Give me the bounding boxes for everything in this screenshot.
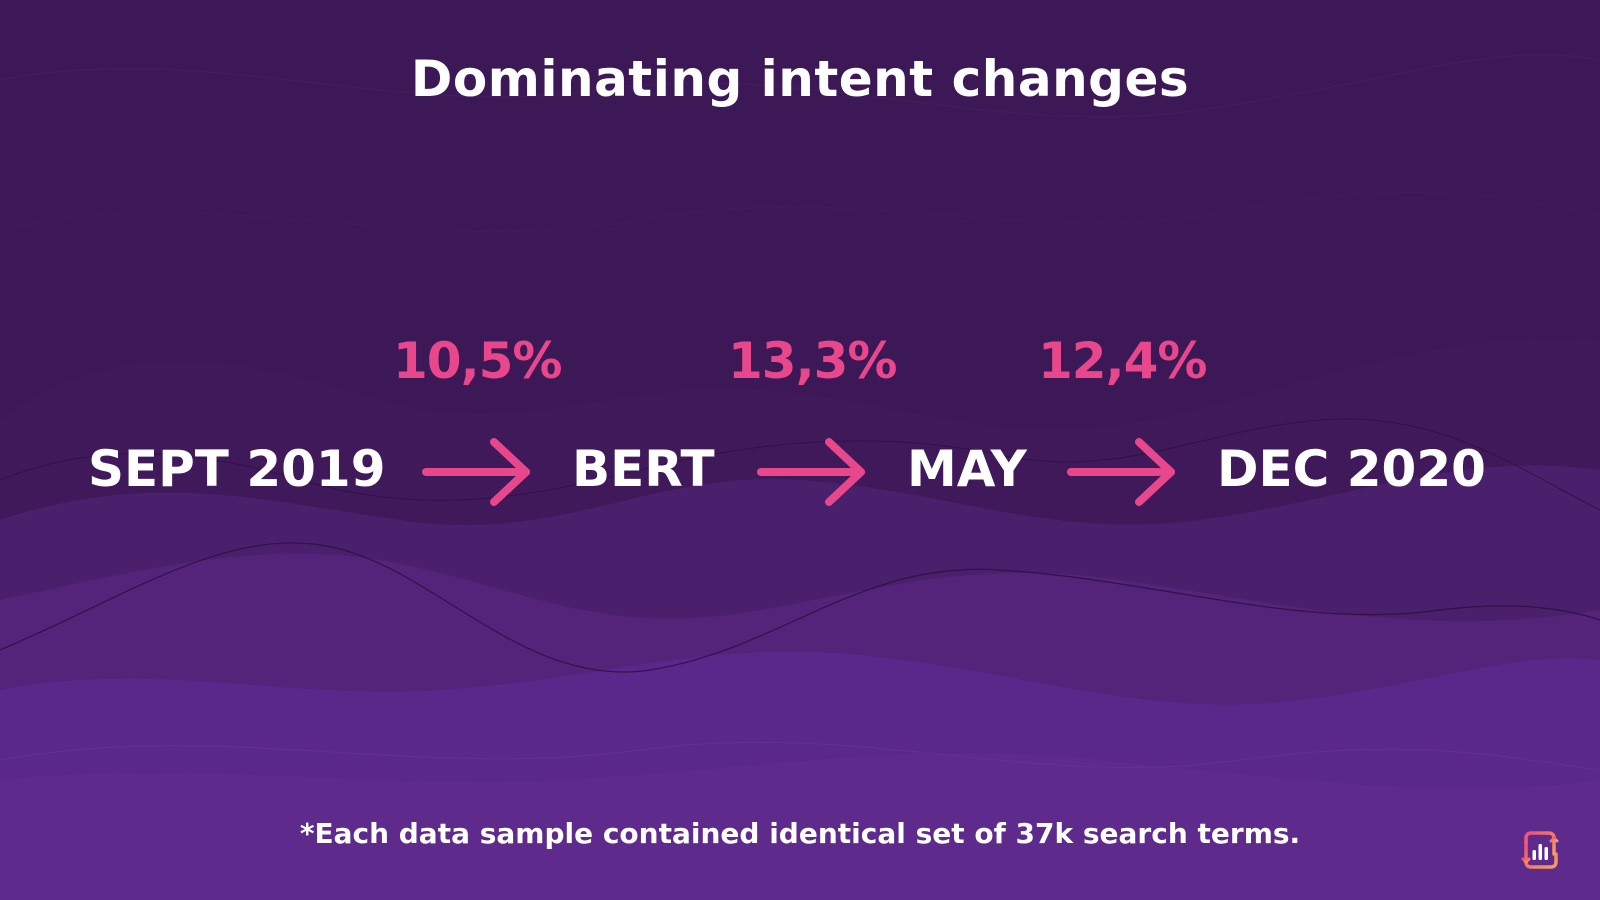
analytics-logo-icon	[1521, 831, 1559, 869]
arrow-right-icon	[757, 438, 865, 506]
timeline-node-dec-2020: DEC 2020	[1217, 440, 1486, 498]
timeline-node-sept-2019: SEPT 2019	[88, 440, 386, 498]
transition-value-2: 13,3%	[728, 332, 897, 390]
slide-title: Dominating intent changes	[410, 50, 1190, 108]
arrow-right-icon	[422, 438, 530, 506]
footnote: *Each data sample contained identical se…	[299, 817, 1301, 850]
transition-value-3: 12,4%	[1038, 332, 1207, 390]
timeline-node-bert: BERT	[572, 440, 715, 498]
transition-value-1: 10,5%	[393, 332, 562, 390]
arrow-right-icon	[1067, 438, 1175, 506]
timeline-node-may: MAY	[907, 440, 1027, 498]
